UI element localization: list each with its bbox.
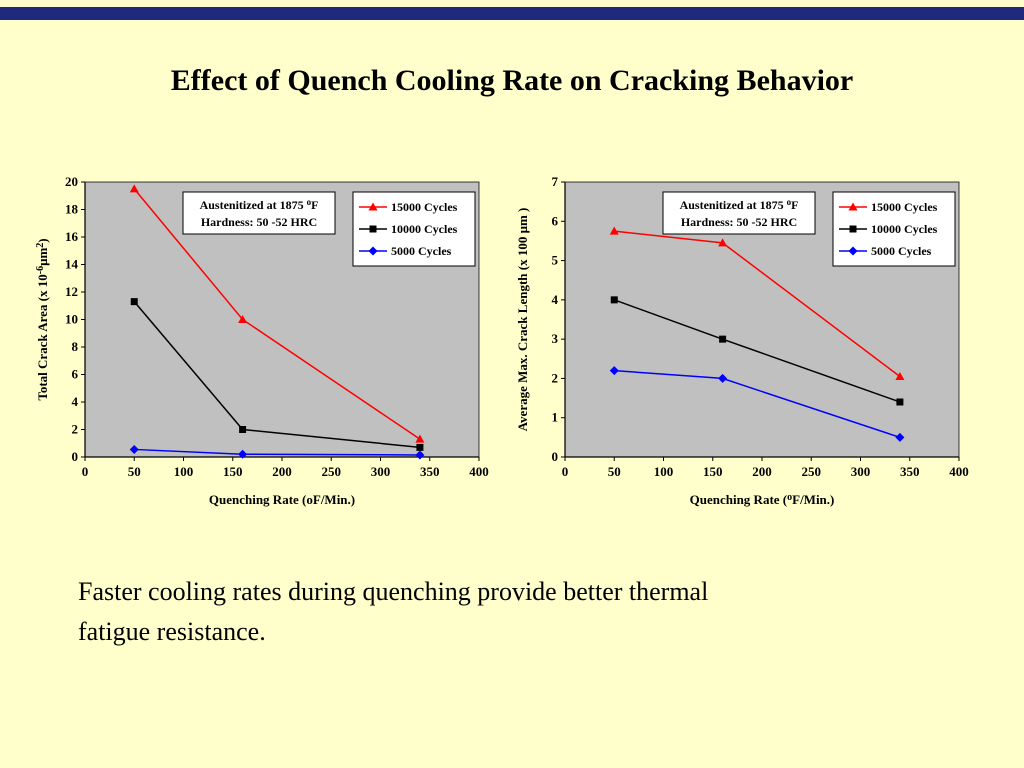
diamond-marker	[368, 246, 378, 256]
annotation-text: Hardness: 50 -52 HRC	[201, 215, 317, 229]
x-tick-label: 250	[322, 464, 342, 479]
triangle-marker	[129, 184, 139, 193]
annotation-text: Austenitized at 1875 oF	[680, 197, 799, 212]
triangle-marker	[895, 371, 905, 380]
square-marker	[719, 335, 727, 343]
x-tick-label: 150	[703, 464, 723, 479]
annotation-box	[182, 191, 336, 235]
triangle-marker	[609, 226, 619, 235]
y-tick-label: 5	[552, 253, 559, 268]
x-tick-label: 400	[949, 464, 969, 479]
caption-line-2: fatigue resistance.	[78, 617, 266, 647]
charts-row: 0 2 4 6 8 10 12 14 16 18 20 0 50 100 150 200 250 300 350 40…	[33, 172, 973, 522]
y-tick-label: 4	[552, 292, 559, 307]
square-marker	[369, 225, 377, 233]
chart-svg: 0 1 2 3 4 5 6 7 0 50 100 150 200 250 300 350 400 Quenchin…	[515, 174, 969, 507]
y-tick-label: 2	[72, 422, 79, 437]
y-axis-label: Average Max. Crack Length (x 100 μm )	[515, 208, 530, 432]
legend-label: 15000 Cycles	[871, 200, 938, 214]
crack-area-chart: 0 2 4 6 8 10 12 14 16 18 20 0 50 100 150 200 250 300 350 40…	[33, 172, 493, 522]
x-tick-label: 400	[469, 464, 489, 479]
y-tick-label: 0	[72, 449, 79, 464]
diamond-marker	[415, 450, 425, 460]
top-accent-bar	[0, 7, 1024, 20]
y-tick-label: 12	[65, 284, 78, 299]
triangle-marker	[718, 238, 728, 247]
y-tick-label: 6	[552, 213, 559, 228]
legend-label: 5000 Cycles	[871, 244, 932, 258]
diamond-marker	[718, 373, 728, 383]
diamond-marker	[895, 432, 905, 442]
caption-line-1: Faster cooling rates during quenching pr…	[78, 577, 709, 606]
x-tick-label: 0	[562, 464, 569, 479]
x-tick-label: 100	[654, 464, 674, 479]
triangle-marker	[848, 202, 858, 211]
annotation-text: Hardness: 50 -52 HRC	[681, 215, 797, 229]
y-tick-label: 16	[65, 229, 79, 244]
x-tick-label: 200	[272, 464, 292, 479]
y-tick-label: 0	[552, 449, 559, 464]
x-tick-label: 300	[371, 464, 391, 479]
slide-title: Effect of Quench Cooling Rate on Crackin…	[170, 64, 854, 97]
triangle-marker	[415, 434, 425, 443]
crack-length-chart: 0 1 2 3 4 5 6 7 0 50 100 150 200 250 300 350 400 Quenchin…	[513, 172, 973, 522]
y-tick-label: 18	[65, 202, 79, 217]
y-axis-label: Total Crack Area (x 10-6μm2)	[35, 238, 50, 400]
square-marker	[896, 398, 904, 406]
diamond-marker	[129, 444, 139, 454]
legend-label: 10000 Cycles	[871, 222, 938, 236]
x-tick-label: 150	[223, 464, 243, 479]
x-tick-label: 100	[174, 464, 194, 479]
x-tick-label: 350	[900, 464, 920, 479]
y-tick-label: 4	[72, 394, 79, 409]
square-marker	[239, 426, 247, 433]
square-marker	[130, 298, 138, 306]
y-tick-label: 6	[72, 367, 79, 382]
legend-label: 10000 Cycles	[391, 222, 458, 236]
y-tick-label: 2	[552, 370, 559, 385]
square-marker	[610, 296, 618, 304]
y-tick-label: 7	[552, 174, 559, 189]
diamond-marker	[848, 246, 858, 256]
legend-label: 5000 Cycles	[391, 244, 452, 258]
y-tick-label: 8	[72, 339, 79, 354]
x-tick-label: 300	[851, 464, 871, 479]
caption-text: Faster cooling rates during quenching pr…	[78, 572, 958, 653]
y-tick-label: 14	[65, 257, 79, 272]
x-tick-label: 0	[82, 464, 89, 479]
x-axis-label: Quenching Rate (oF/Min.)	[690, 492, 835, 507]
y-tick-label: 3	[552, 331, 559, 346]
annotation-box	[662, 191, 816, 235]
x-tick-label: 250	[802, 464, 822, 479]
y-tick-label: 1	[552, 410, 559, 425]
y-tick-label: 20	[65, 174, 78, 189]
annotation-text: Austenitized at 1875 oF	[200, 197, 319, 212]
legend-label: 15000 Cycles	[391, 200, 458, 214]
diamond-marker	[238, 449, 248, 459]
triangle-marker	[238, 315, 248, 323]
x-tick-label: 50	[128, 464, 141, 479]
square-marker	[849, 225, 857, 233]
x-tick-label: 50	[608, 464, 621, 479]
square-marker	[416, 443, 424, 451]
diamond-marker	[609, 366, 619, 376]
x-tick-label: 350	[420, 464, 440, 479]
x-axis-label: Quenching Rate (oF/Min.)	[209, 492, 355, 507]
y-tick-label: 10	[65, 312, 78, 327]
x-tick-label: 200	[752, 464, 772, 479]
triangle-marker	[368, 202, 378, 211]
